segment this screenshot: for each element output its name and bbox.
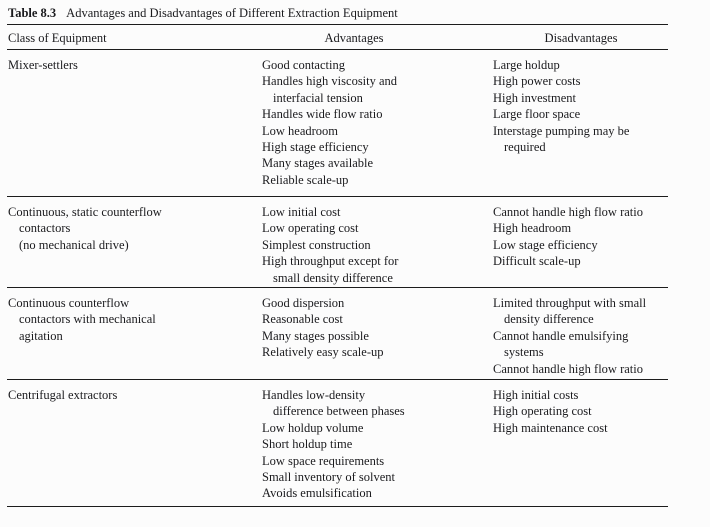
cell-line: density difference	[504, 312, 594, 327]
cell-class: Continuous counterflow contactors with me…	[7, 295, 255, 379]
cell-line: contactors with mechanical	[19, 312, 156, 327]
cell-line: Small inventory of solvent	[262, 470, 395, 485]
cell-line: Low space requirements	[262, 453, 385, 468]
cell-line: difference between phases	[273, 404, 405, 419]
cell-line: Reliable scale-up	[262, 172, 349, 187]
cell-line: High headroom	[493, 221, 572, 236]
cell-line: Low stage efficiency	[493, 237, 598, 252]
table-caption-title: Advantages and Disadvantages of Differen…	[66, 6, 398, 20]
table-row-counterflow-mechanical-agitation: Continuous counterflow contactors with me…	[7, 288, 668, 380]
table-caption: Table 8.3 Advantages and Disadvantages of…	[7, 0, 668, 25]
cell-advantages: Good dispersion Reasonable cost Many stage…	[255, 295, 486, 379]
cell-class: Centrifugal extractors	[7, 387, 255, 506]
cell-line: Good dispersion	[262, 296, 345, 310]
cell-class: Mixer-settlers	[7, 57, 255, 196]
cell-line: Limited throughput with small	[493, 296, 647, 310]
cell-disadvantages: Cannot handle high flow ratio High headro…	[486, 204, 668, 287]
cell-line: Low headroom	[262, 123, 339, 138]
cell-line: Cannot handle high flow ratio	[493, 361, 643, 376]
cell-line: Low initial cost	[262, 205, 341, 219]
cell-advantages: Good contacting Handles high viscosity an…	[255, 57, 486, 196]
cell-disadvantages: Limited throughput with small density dif…	[486, 295, 668, 379]
cell-line: Handles high viscosity and	[262, 74, 398, 89]
cell-line: High initial costs	[493, 388, 579, 402]
table-header-row: Class of Equipment Advantages Disadvanta…	[7, 25, 668, 50]
cell-line: Difficult scale-up	[493, 254, 581, 269]
cell-line: High throughput except for	[262, 254, 399, 269]
cell-class: Continuous, static counterflow contactors…	[7, 204, 255, 287]
cell-line: Mixer-settlers	[8, 58, 78, 72]
cell-line: High power costs	[493, 74, 581, 89]
cell-line: High operating cost	[493, 404, 592, 419]
cell-line: Handles low-density	[262, 388, 366, 402]
cell-advantages: Handles low-density difference between ph…	[255, 387, 486, 506]
cell-line: Reasonable cost	[262, 312, 343, 327]
cell-line: High stage efficiency	[262, 140, 369, 155]
cell-line: Simplest construction	[262, 237, 371, 252]
cell-line: Continuous, static counterflow	[8, 205, 162, 219]
column-header-disadvantages: Disadvantages	[544, 31, 618, 45]
cell-line: Low holdup volume	[262, 420, 364, 435]
cell-line: Avoids emulsification	[262, 486, 372, 501]
cell-line: Interstage pumping may be	[493, 123, 630, 138]
cell-line: Large floor space	[493, 107, 581, 122]
cell-line: Many stages possible	[262, 328, 369, 343]
cell-line: Short holdup time	[262, 437, 353, 452]
cell-line: interfacial tension	[273, 90, 363, 105]
table-row-centrifugal-extractors: Centrifugal extractors Handles low-densi…	[7, 380, 668, 507]
column-header-advantages: Advantages	[324, 31, 384, 45]
table-row-mixer-settlers: Mixer-settlers Good contacting Handles hi…	[7, 50, 668, 197]
cell-line: Many stages available	[262, 156, 374, 171]
table-row-static-counterflow-contactors: Continuous, static counterflow contactors…	[7, 197, 668, 288]
cell-line: Good contacting	[262, 58, 345, 72]
cell-line: High investment	[493, 90, 576, 105]
cell-advantages: Low initial cost Low operating cost Simple…	[255, 204, 486, 287]
table-caption-label: Table 8.3	[8, 6, 57, 20]
cell-line: Cannot handle high flow ratio	[493, 205, 643, 219]
cell-line: Relatively easy scale-up	[262, 345, 384, 360]
cell-line: systems	[504, 345, 544, 360]
cell-line: contactors	[19, 221, 71, 236]
extraction-equipment-table: Table 8.3 Advantages and Disadvantages of…	[7, 0, 668, 507]
cell-line: Continuous counterflow	[8, 296, 130, 310]
column-header-class-of-equipment: Class of Equipment	[8, 31, 107, 45]
cell-line: Low operating cost	[262, 221, 359, 236]
cell-line: Handles wide flow ratio	[262, 107, 383, 122]
cell-disadvantages: High initial costs High operating cost Hig…	[486, 387, 668, 506]
cell-disadvantages: Large holdup High power costs High investm…	[486, 57, 668, 196]
cell-line: High maintenance cost	[493, 420, 608, 435]
cell-line: Cannot handle emulsifying	[493, 328, 629, 343]
cell-line: (no mechanical drive)	[19, 237, 129, 252]
cell-line: agitation	[19, 328, 63, 343]
cell-line: small density difference	[273, 270, 393, 285]
cell-line: required	[504, 140, 546, 155]
cell-line: Centrifugal extractors	[8, 388, 118, 402]
cell-line: Large holdup	[493, 58, 560, 72]
